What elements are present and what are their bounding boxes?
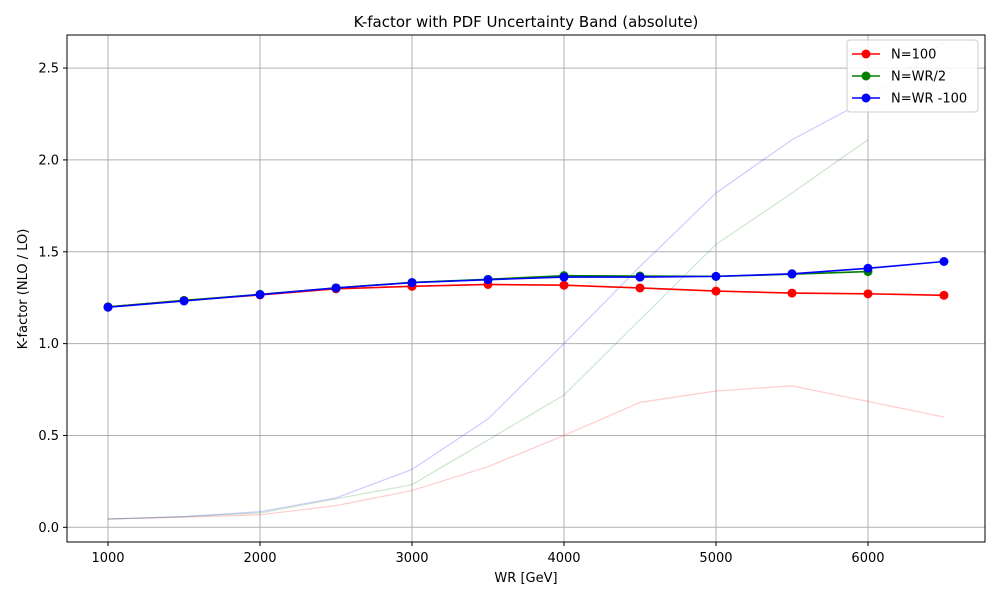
data-point — [863, 289, 873, 299]
legend-marker — [861, 49, 871, 59]
series-line — [107, 283, 944, 308]
x-tick-label: 1000 — [91, 551, 124, 566]
series-lines — [103, 256, 949, 312]
y-tick-label: 0.0 — [38, 521, 59, 536]
data-point — [787, 288, 797, 298]
chart-title: K-factor with PDF Uncertainty Band (abso… — [354, 13, 699, 31]
series-0 — [103, 279, 949, 312]
series-2 — [103, 256, 949, 312]
data-point — [331, 283, 341, 293]
y-tick-label: 2.0 — [38, 153, 59, 168]
legend-entry: N=WR/2 — [852, 70, 946, 85]
x-axis: 1000 2000 3000 4000 5000 6000 — [91, 542, 885, 566]
legend: N=100 N=WR/2 N=WR -100 — [846, 39, 979, 113]
legend-entry: N=100 — [852, 48, 936, 63]
y-axis: 0.0 0.5 1.0 1.5 2.0 2.5 — [38, 62, 67, 536]
data-point — [939, 290, 949, 300]
series-line — [107, 260, 945, 309]
legend-label: N=100 — [891, 48, 936, 63]
x-tick-label: 3000 — [395, 551, 428, 566]
x-tick-label: 5000 — [699, 551, 732, 566]
pdf-uncertainty-band — [108, 41, 945, 520]
data-point — [635, 283, 645, 293]
legend-label: N=WR/2 — [891, 70, 946, 85]
data-point — [711, 271, 721, 281]
legend-label: N=WR -100 — [891, 92, 967, 107]
data-point — [483, 275, 493, 285]
legend-marker — [861, 71, 871, 81]
data-point — [939, 256, 949, 266]
x-tick-label: 2000 — [243, 551, 276, 566]
data-point — [103, 302, 113, 312]
data-point — [407, 278, 417, 288]
y-tick-label: 0.5 — [38, 429, 59, 444]
y-axis-label: K-factor (NLO / LO) — [16, 229, 31, 350]
y-tick-label: 1.5 — [38, 245, 59, 260]
legend-box — [846, 39, 979, 113]
y-tick-label: 1.0 — [38, 337, 59, 352]
y-tick-label: 2.5 — [38, 62, 59, 77]
plot-frame — [66, 34, 986, 543]
legend-entry: N=WR -100 — [852, 92, 967, 107]
data-point — [787, 269, 797, 279]
pdf-uncertainty-band — [108, 139, 869, 520]
data-point — [559, 280, 569, 290]
series-1 — [103, 267, 873, 312]
legend-marker — [861, 93, 871, 103]
pdf-uncertainty-band — [108, 385, 945, 520]
uncertainty-bands — [108, 41, 945, 520]
x-axis-label: WR [GeV] — [494, 571, 557, 586]
data-point — [559, 272, 569, 282]
data-point — [863, 263, 873, 273]
x-tick-label: 4000 — [547, 551, 580, 566]
data-point — [711, 286, 721, 296]
data-point — [179, 296, 189, 306]
data-point — [635, 272, 645, 282]
data-point — [255, 290, 265, 300]
x-tick-label: 6000 — [851, 551, 884, 566]
